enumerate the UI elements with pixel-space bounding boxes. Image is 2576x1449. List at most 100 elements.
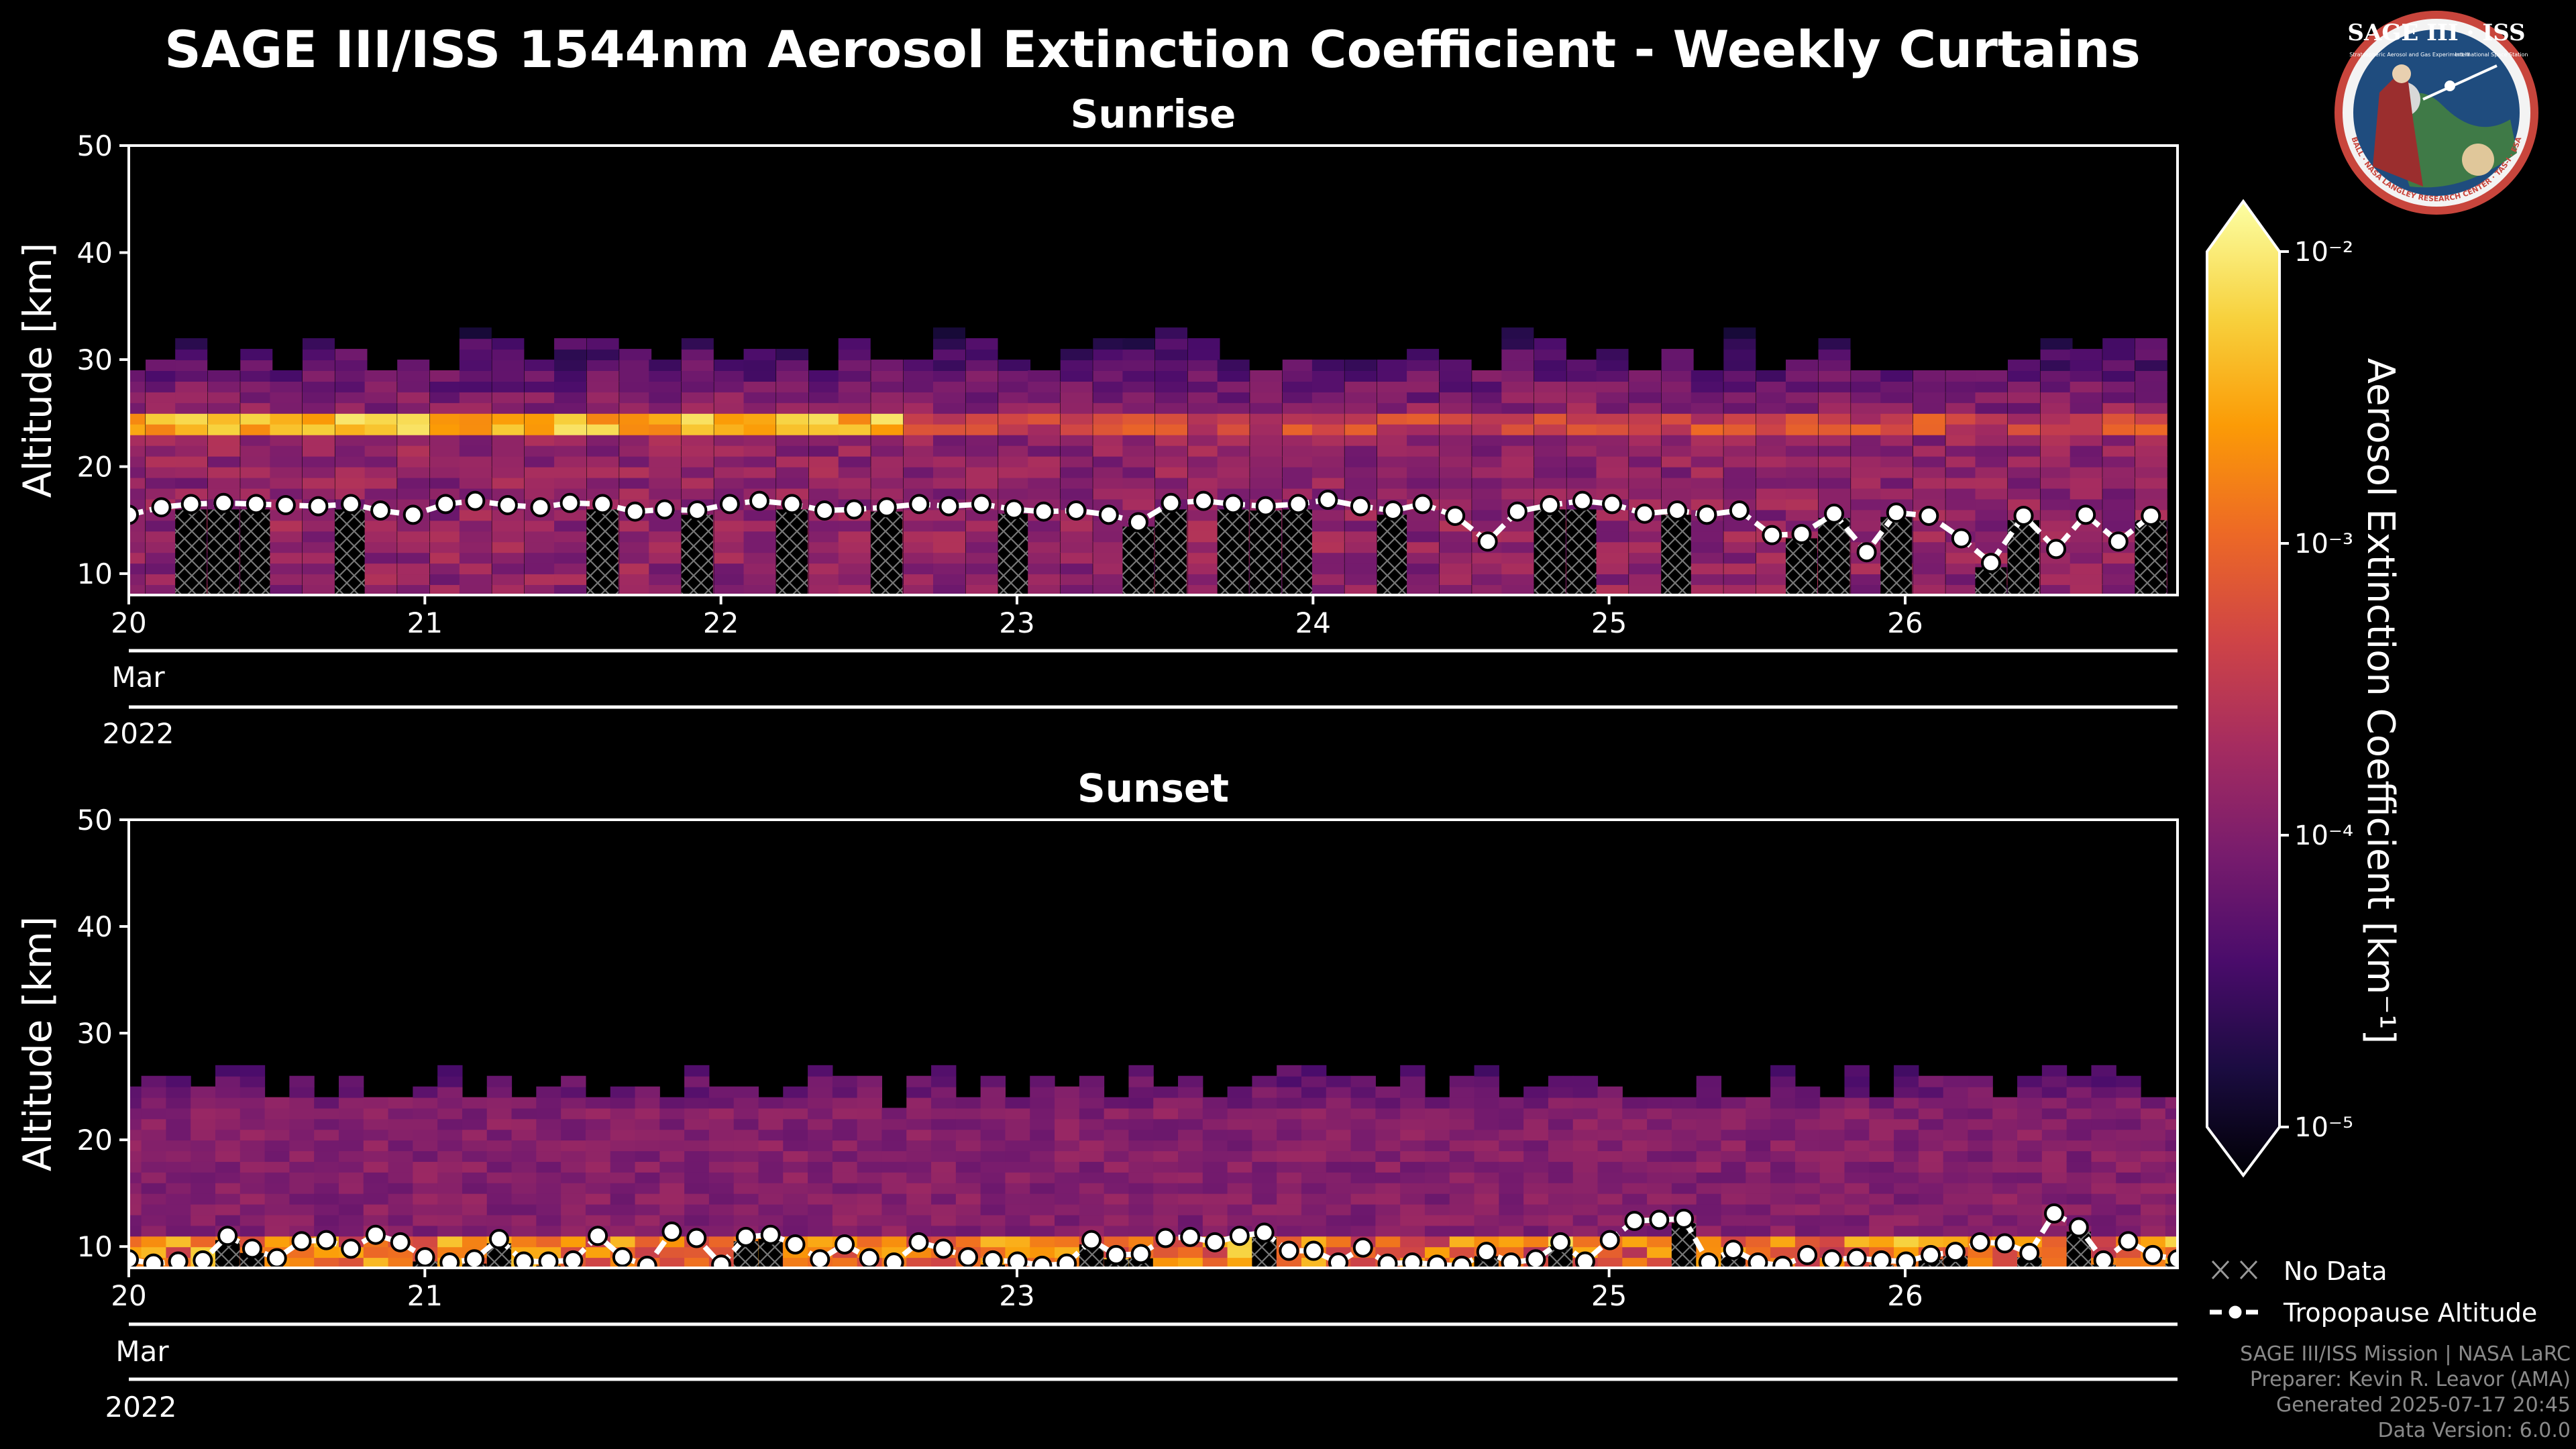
sunset-profile-column [1869, 1097, 1894, 1268]
sunrise-tropopause-point [1729, 500, 1750, 521]
sunrise-profile-column [743, 349, 776, 595]
sunset-tropopause-point [1921, 1244, 1941, 1265]
sunset-tropopause-point [1501, 1252, 1521, 1268]
sunrise-no-data-hatch [871, 511, 903, 595]
sunrise-tropopause-point [435, 494, 456, 515]
sunset-tropopause-point [168, 1251, 189, 1268]
sunrise-tropopause-point [1824, 503, 1845, 524]
sunrise-profile-column [1060, 349, 1093, 595]
sunset-profile-column [659, 1097, 685, 1268]
sunset-tropopause-point [1254, 1222, 1275, 1243]
sunrise-no-data-hatch [998, 513, 1030, 595]
sunrise-no-data-hatch [2135, 520, 2167, 595]
sunrise-ylabel: Altitude [km] [15, 243, 60, 498]
sunrise-profile-column [270, 370, 303, 595]
sunrise-profile-column [146, 360, 178, 595]
sunset-profile-column [1449, 1075, 1475, 1268]
sunrise-tropopause-point [129, 504, 139, 525]
sunrise-tropopause-point [1634, 503, 1655, 524]
sunset-profile-column [1153, 1086, 1179, 1268]
sunset-month-label: Mar [115, 1335, 169, 1368]
sunset-profile-column [1350, 1075, 1376, 1268]
sunset-ytick-label: 20 [77, 1124, 113, 1157]
colorbar-tick-label: 10⁻⁵ [2294, 1112, 2353, 1143]
sunrise-no-data-hatch [1282, 509, 1314, 595]
sunset-year-label: 2022 [105, 1391, 177, 1424]
sunset-profile-column [1400, 1065, 1426, 1268]
sunrise-profile-column [1629, 370, 1662, 595]
sunset-profile-column [931, 1065, 957, 1268]
sunset-tropopause-point [1427, 1254, 1448, 1268]
sunset-profile-column [733, 1086, 759, 1268]
sunset-profile-column [610, 1086, 636, 1268]
sunrise-tropopause-point [1572, 490, 1593, 511]
sunset-tropopause-point [316, 1230, 337, 1250]
sunset-profile-column [2141, 1097, 2166, 1268]
sunset-ytick-label: 50 [77, 804, 113, 837]
sunrise-tropopause-point [497, 495, 518, 515]
sunset-tropopause-point [1229, 1226, 1250, 1246]
sunrise-profile-column [554, 338, 587, 595]
sunset-tropopause-point [760, 1224, 781, 1245]
sunrise-tropopause-point [1161, 492, 1181, 513]
sunrise-no-data-hatch [1661, 515, 1693, 595]
sunset-tropopause-point [217, 1226, 238, 1246]
sunset-heatmap [129, 1065, 2178, 1268]
sunset-profile-column [1523, 1086, 1549, 1268]
sunrise-ytick-label: 40 [77, 237, 113, 270]
sunset-xtick-label: 20 [111, 1279, 146, 1312]
sunset-profile-column [1968, 1075, 1993, 1268]
sunset-tropopause-point [1204, 1232, 1225, 1252]
sunrise-xtick-label: 26 [1887, 606, 1923, 639]
sunrise-tropopause-point [1318, 490, 1338, 511]
sunset-profile-column [1647, 1097, 1672, 1268]
sunset-tropopause-point [735, 1226, 756, 1247]
sunset-tropopause-point [241, 1238, 262, 1259]
sunset-tropopause-point [1352, 1237, 1373, 1258]
sunrise-no-data-hatch [1155, 509, 1187, 595]
sunset-profile-column [881, 1108, 907, 1268]
sunrise-tropopause-point [1762, 525, 1782, 545]
sunset-tropopause-point [883, 1252, 904, 1268]
sunset-tropopause-point [341, 1238, 362, 1259]
sunrise-no-data-hatch [175, 509, 207, 595]
sunrise-profile-column [459, 327, 492, 595]
colorbar-tick-label: 10⁻³ [2294, 529, 2353, 559]
sunrise-tropopause-point [1255, 496, 1276, 517]
sunset-profile-column [1005, 1097, 1030, 1268]
sunset-profile-column [1104, 1097, 1129, 1268]
sunset-tropopause-point [291, 1231, 312, 1252]
sunrise-tropopause-point [1098, 504, 1119, 525]
sunrise-profile-column [1723, 327, 1756, 595]
sunrise-profile-column [1851, 370, 1884, 595]
sunrise-tropopause-point [1540, 495, 1560, 515]
logo-subtitle2: International Space Station [2455, 52, 2528, 58]
sunset-tropopause-point [1821, 1249, 1842, 1268]
sunset-title: Sunset [1077, 765, 1229, 811]
sunset-tropopause-point [1772, 1255, 1793, 1268]
sunrise-profile-column [932, 327, 965, 595]
sunrise-tropopause-point [1033, 501, 1054, 522]
sunset-profile-column [808, 1065, 833, 1268]
sunset-profile-column [264, 1097, 290, 1268]
sunrise-tropopause-point [559, 492, 580, 513]
sunset-tropopause-point [1106, 1244, 1126, 1265]
sunrise-heatmap [129, 327, 2167, 595]
sunset-profile-column [1499, 1097, 1524, 1268]
sunrise-xtick-label: 22 [703, 606, 739, 639]
sunset-profile-column [1943, 1075, 1969, 1268]
sunset-ytick-label: 40 [77, 910, 113, 943]
sunset-tropopause-point [637, 1255, 657, 1268]
sunset-profile-column [684, 1065, 710, 1268]
credit-line: SAGE III/ISS Mission | NASA LaRC [2240, 1342, 2571, 1366]
credit-line: Generated 2025-07-17 20:45 [2275, 1393, 2571, 1417]
sunrise-profile-column [838, 338, 871, 595]
sunrise-ytick-label: 10 [77, 557, 113, 590]
sunrise-profile-column [1028, 370, 1061, 595]
logo-title: SAGE III · ISS [2347, 19, 2525, 46]
sunrise-tropopause-point [1004, 499, 1024, 520]
sunset-tropopause-point [1723, 1239, 1743, 1260]
sunrise-ytick-label: 20 [77, 451, 113, 484]
sunrise-tropopause-point [1445, 505, 1466, 526]
sunrise-tropopause-point [654, 499, 675, 520]
